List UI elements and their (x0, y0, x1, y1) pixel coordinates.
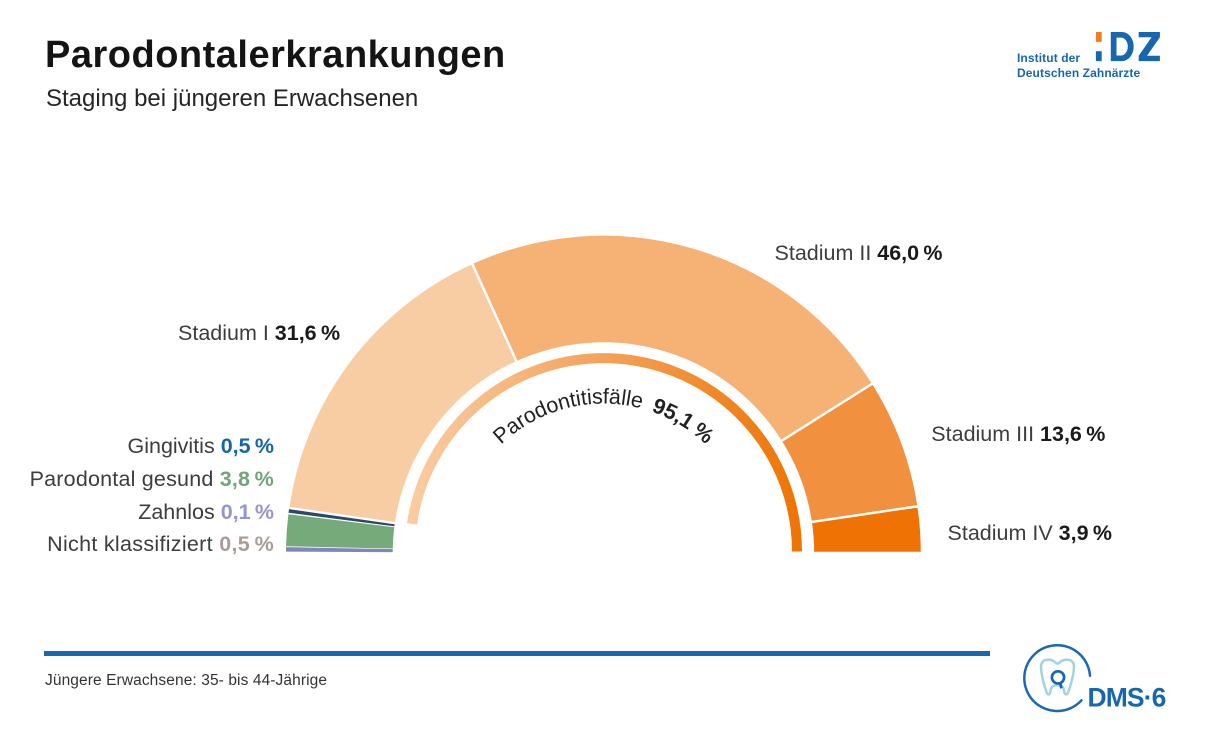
svg-text:Parodontitisfälle 95,1 %: Parodontitisfälle 95,1 % (488, 384, 718, 448)
svg-text:DMS·6: DMS·6 (1088, 682, 1166, 712)
